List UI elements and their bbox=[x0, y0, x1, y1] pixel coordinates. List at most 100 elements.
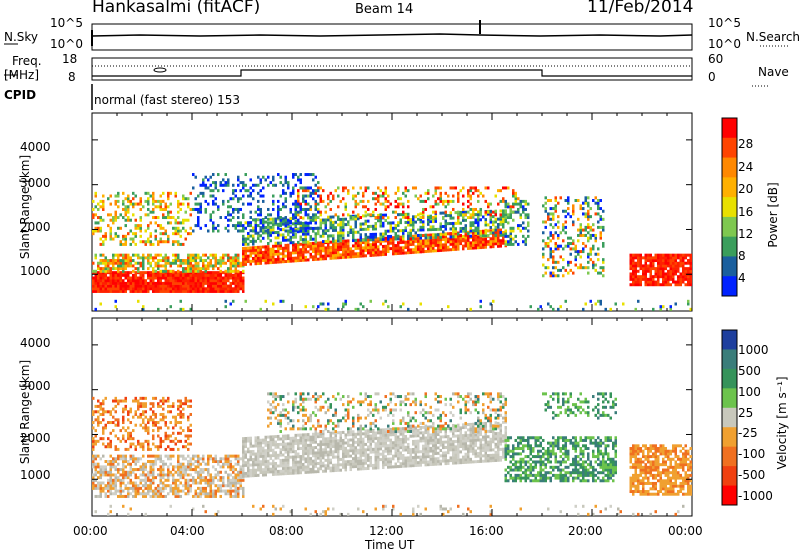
echo-cell bbox=[552, 215, 555, 219]
echo-cell bbox=[652, 307, 655, 311]
echo-cell bbox=[257, 207, 260, 211]
echo-cell bbox=[262, 258, 265, 262]
echo-cell bbox=[167, 269, 170, 273]
echo-cell bbox=[119, 489, 122, 493]
echo-cell bbox=[297, 227, 300, 231]
echo-cell bbox=[274, 236, 277, 240]
echo-cell bbox=[149, 232, 152, 236]
echo-cell bbox=[339, 239, 342, 243]
echo-cell bbox=[682, 272, 685, 276]
echo-cell bbox=[199, 473, 202, 477]
echo-cell bbox=[342, 223, 345, 227]
echo-cell bbox=[159, 194, 162, 198]
echo-cell bbox=[669, 256, 672, 260]
echo-cell bbox=[367, 227, 370, 231]
echo-cell bbox=[682, 280, 685, 284]
echo-cell bbox=[144, 465, 147, 469]
echo-cell bbox=[367, 243, 370, 247]
echo-cell bbox=[522, 221, 525, 225]
echo-cell bbox=[119, 486, 122, 490]
echo-cell bbox=[122, 289, 125, 293]
echo-cell bbox=[347, 250, 350, 254]
echo-cell bbox=[552, 260, 555, 264]
echo-cell bbox=[474, 238, 477, 242]
echo-cell bbox=[242, 224, 245, 228]
echo-cell bbox=[424, 233, 427, 237]
echo-cell bbox=[139, 289, 142, 293]
echo-cell bbox=[282, 440, 285, 444]
echo-cell bbox=[212, 494, 215, 498]
echo-cell bbox=[182, 473, 185, 477]
echo-cell bbox=[217, 470, 220, 474]
echo-cell bbox=[299, 181, 302, 185]
echo-cell bbox=[137, 287, 140, 291]
echo-cell bbox=[144, 426, 147, 430]
echo-cell bbox=[124, 470, 127, 474]
echo-cell bbox=[272, 454, 275, 458]
echo-cell bbox=[122, 234, 125, 238]
echo-cell bbox=[147, 197, 150, 201]
echo-cell bbox=[509, 207, 512, 211]
echo-cell bbox=[542, 204, 545, 208]
echo-cell bbox=[589, 299, 592, 303]
echo-cell bbox=[222, 289, 225, 293]
echo-cell bbox=[277, 173, 280, 177]
echo-cell bbox=[314, 183, 317, 187]
echo-cell bbox=[339, 220, 342, 224]
echo-cell bbox=[132, 484, 135, 488]
echo-cell bbox=[159, 237, 162, 241]
echo-cell bbox=[269, 454, 272, 458]
echo-cell bbox=[197, 256, 200, 260]
echo-cell bbox=[239, 470, 242, 474]
echo-cell bbox=[682, 275, 685, 279]
echo-cell bbox=[502, 217, 505, 221]
echo-cell bbox=[202, 460, 205, 464]
echo-cell bbox=[464, 233, 467, 237]
echo-cell bbox=[469, 202, 472, 206]
echo-cell bbox=[92, 216, 95, 220]
echo-cell bbox=[137, 276, 140, 280]
echo-cell bbox=[259, 446, 262, 450]
echo-cell bbox=[579, 233, 582, 237]
echo-cell bbox=[499, 244, 502, 248]
echo-cell bbox=[252, 468, 255, 472]
echo-cell bbox=[284, 178, 287, 182]
echo-cell bbox=[197, 264, 200, 268]
echo-cell bbox=[162, 259, 165, 263]
echo-cell bbox=[97, 279, 100, 283]
echo-cell bbox=[397, 237, 400, 241]
echo-cell bbox=[232, 264, 235, 268]
echo-cell bbox=[184, 473, 187, 477]
echo-cell bbox=[307, 449, 310, 453]
echo-cell bbox=[477, 210, 480, 214]
echo-cell bbox=[514, 197, 517, 201]
echo-cell bbox=[152, 402, 155, 406]
echo-cell bbox=[342, 247, 345, 251]
echo-cell bbox=[437, 235, 440, 239]
echo-cell bbox=[299, 224, 302, 228]
echo-cell bbox=[307, 462, 310, 466]
echo-cell bbox=[684, 275, 687, 279]
echo-cell bbox=[192, 284, 195, 288]
echo-cell bbox=[359, 186, 362, 190]
echo-cell bbox=[349, 255, 352, 259]
echo-cell bbox=[172, 242, 175, 246]
echo-cell bbox=[149, 481, 152, 485]
echo-cell bbox=[444, 214, 447, 218]
echo-cell bbox=[127, 287, 130, 291]
echo-cell bbox=[289, 259, 292, 263]
echo-cell bbox=[269, 233, 272, 237]
echo-cell bbox=[159, 457, 162, 461]
echo-cell bbox=[177, 242, 180, 246]
echo-cell bbox=[657, 280, 660, 284]
echo-cell bbox=[569, 215, 572, 219]
echo-cell bbox=[274, 467, 277, 471]
echo-cell bbox=[664, 253, 667, 257]
echo-cell bbox=[369, 251, 372, 255]
echo-cell bbox=[224, 181, 227, 185]
echo-cell bbox=[469, 307, 472, 311]
echo-cell bbox=[317, 210, 320, 214]
echo-cell bbox=[239, 486, 242, 490]
echo-cell bbox=[312, 249, 315, 253]
echo-cell bbox=[504, 220, 507, 224]
